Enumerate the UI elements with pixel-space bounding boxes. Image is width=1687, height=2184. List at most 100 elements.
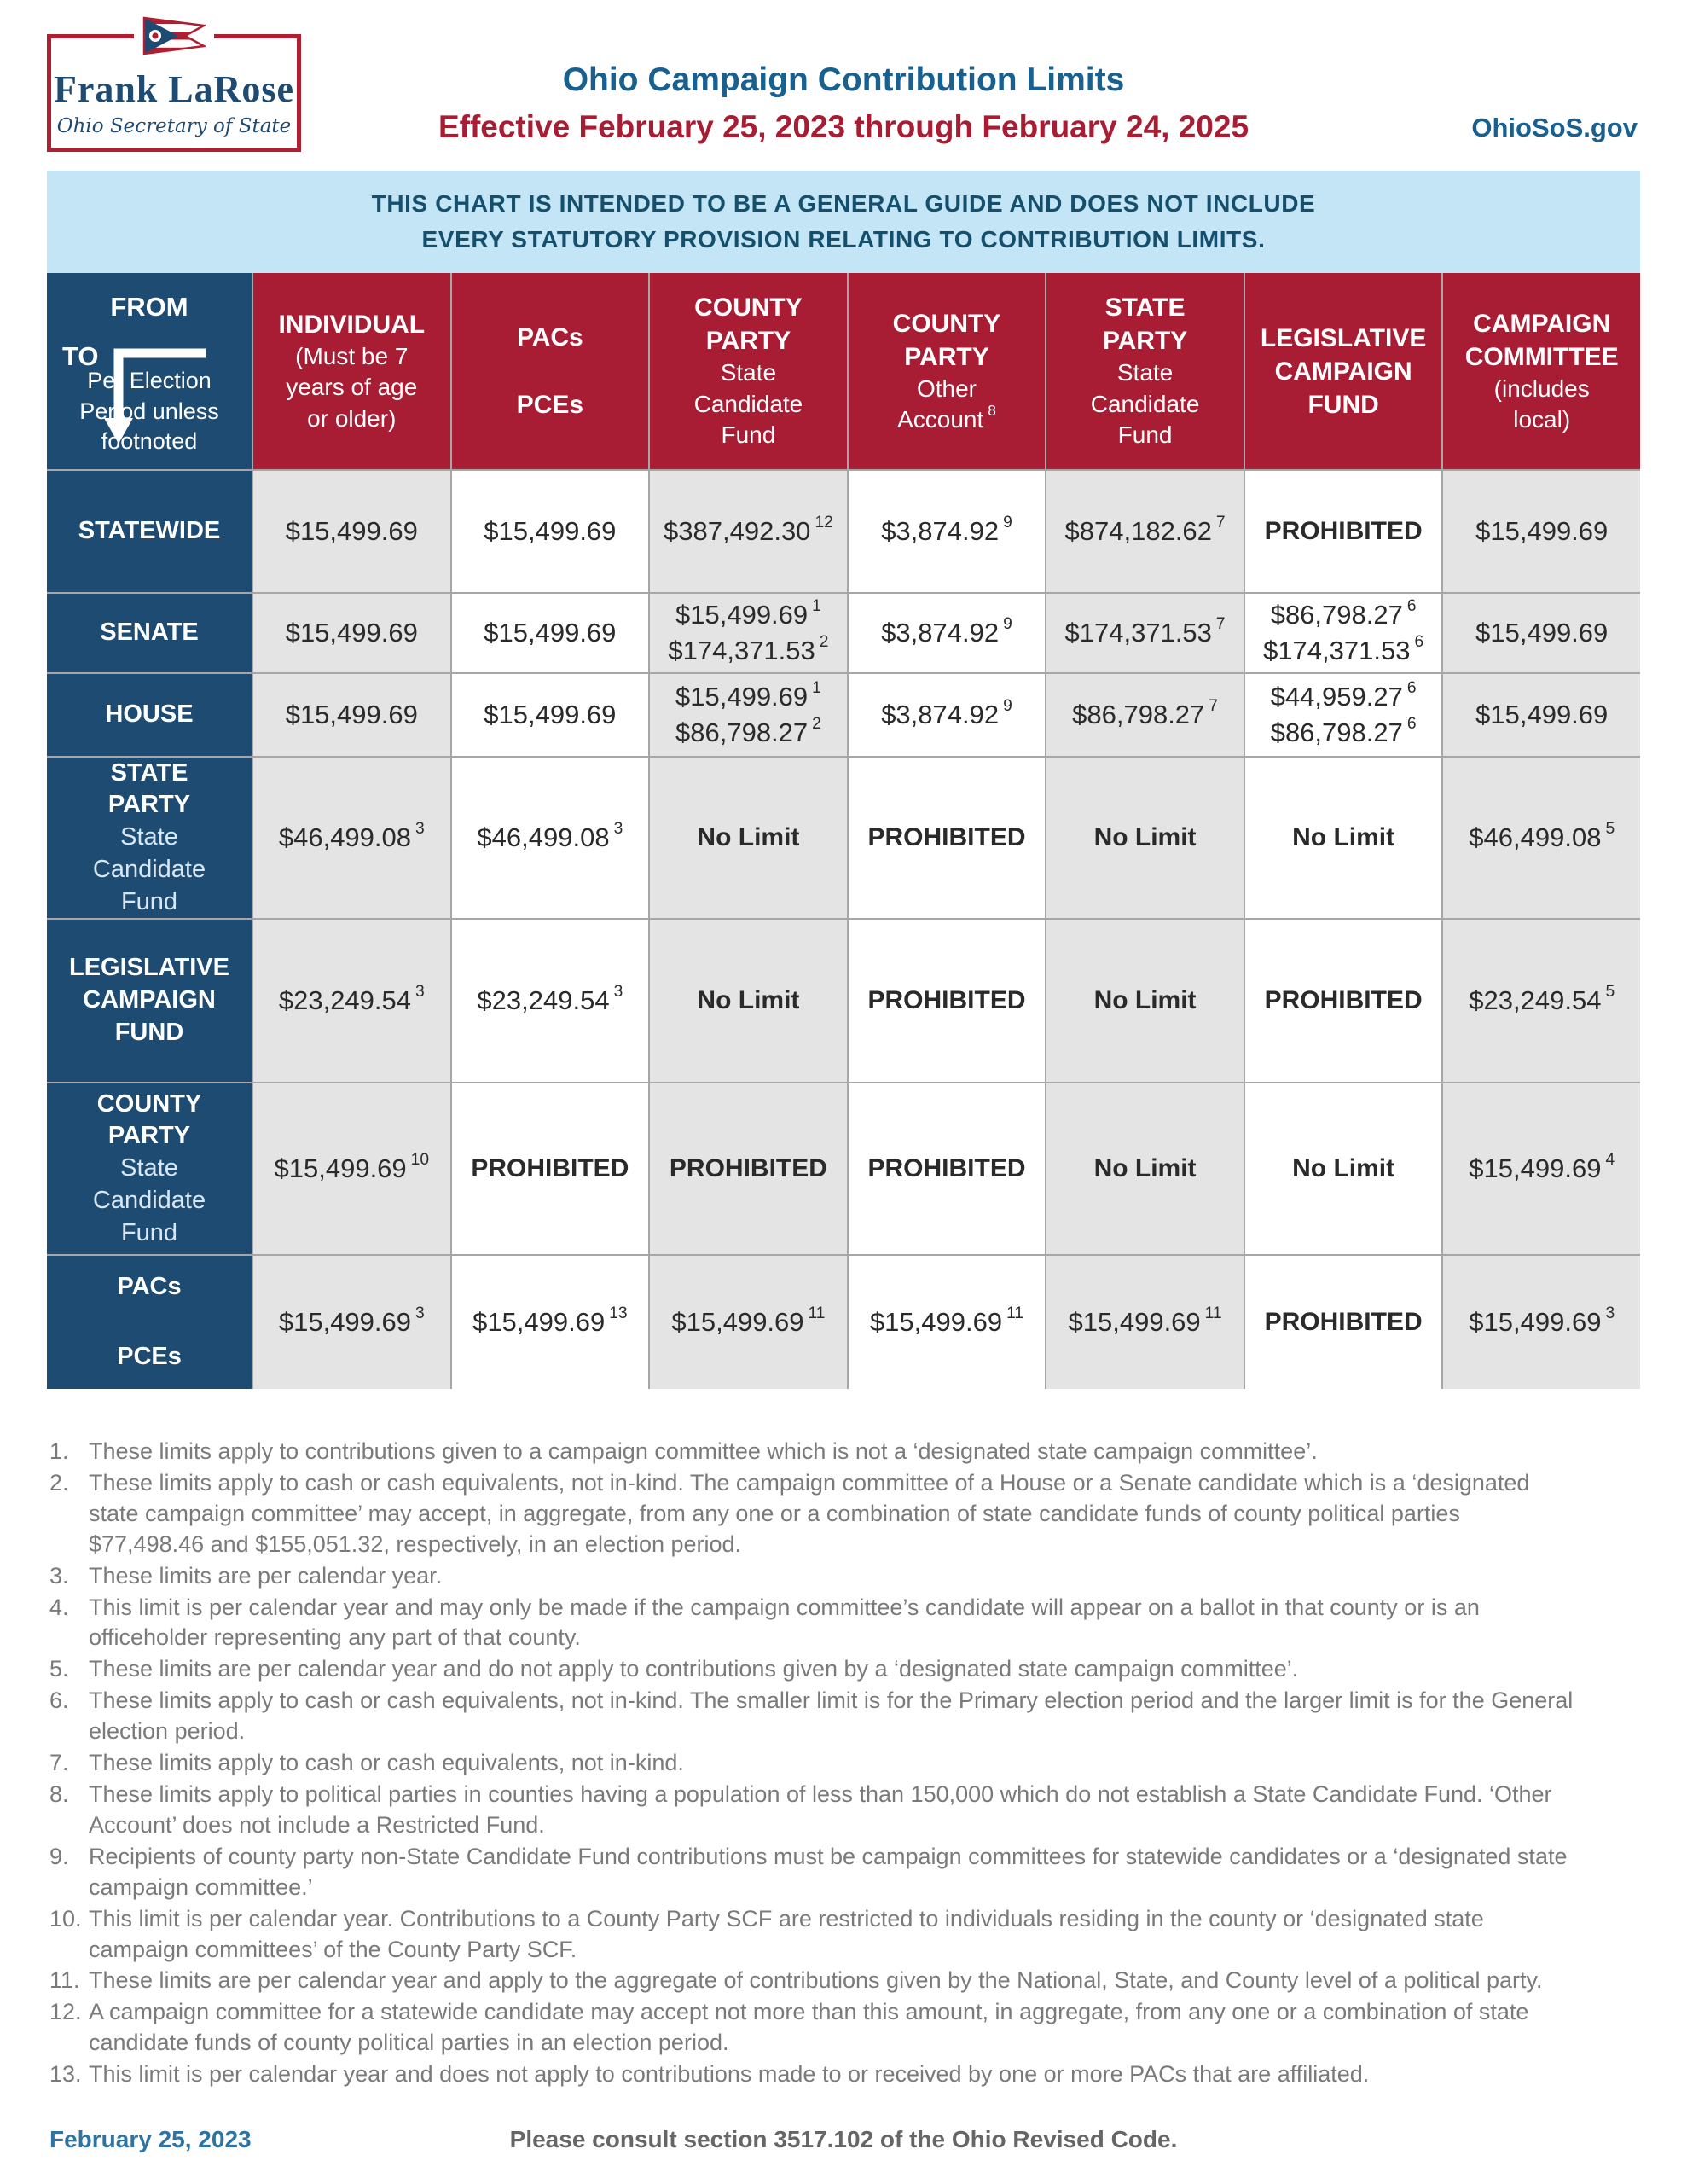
limit-value: No Limit bbox=[1292, 1153, 1395, 1182]
limit-value: $174,371.53 2 bbox=[668, 632, 829, 665]
text-line: years of age bbox=[286, 374, 418, 401]
limit-value: No Limit bbox=[1292, 822, 1395, 851]
limit-value: $46,499.08 3 bbox=[477, 819, 623, 853]
limit-value: $15,499.69 bbox=[285, 700, 418, 730]
limit-value: No Limit bbox=[1093, 822, 1197, 851]
cell-senate-campaign-committee: $15,499.69 bbox=[1443, 594, 1640, 672]
footnote-number: 3. bbox=[49, 1562, 69, 1589]
limit-value: PROHIBITED bbox=[1264, 985, 1423, 1014]
row-label-pacs-pces: PACs PCEs bbox=[47, 1256, 252, 1389]
cell-statewide-state-party-state-candidate-fund: $874,182.62 7 bbox=[1046, 471, 1244, 592]
footnote-number: 10. bbox=[49, 1905, 82, 1931]
text-line: INDIVIDUAL bbox=[278, 310, 426, 339]
cell-state-party-state-candidate-fund-campaign-committee: $46,499.08 5 bbox=[1443, 758, 1640, 918]
limit-value: $15,499.69 bbox=[285, 618, 418, 648]
cell-legislative-campaign-fund-campaign-committee: $23,249.54 5 bbox=[1443, 920, 1640, 1082]
limit-value: $15,499.69 bbox=[484, 618, 617, 648]
text-line: COUNTY bbox=[96, 1089, 202, 1118]
footnote-number: 1. bbox=[49, 1438, 69, 1464]
footnote-number: 4. bbox=[49, 1594, 69, 1620]
cell-pacs-pces-pacs-pces: $15,499.69 13 bbox=[451, 1256, 649, 1389]
cell-senate-county-party-other-account: $3,874.92 9 bbox=[848, 594, 1046, 672]
limit-value: $387,492.30 12 bbox=[664, 513, 833, 547]
limit-value: $86,798.27 2 bbox=[675, 714, 821, 747]
page-subtitle: Effective February 25, 2023 through Febr… bbox=[438, 109, 1249, 144]
footnote-text: This limit is per calendar year and does… bbox=[89, 2061, 1370, 2088]
footnote-text: These limits are per calendar year and a… bbox=[89, 1967, 1543, 1994]
footnote-number: 8. bbox=[49, 1780, 69, 1807]
cell-county-party-state-candidate-fund-individual: $15,499.69 10 bbox=[253, 1083, 450, 1254]
footnote-number: 7. bbox=[49, 1750, 69, 1776]
column-header-county-party-state-candidate-fund: COUNTY PARTY State Candidate Fund bbox=[650, 273, 847, 469]
notice-line-2: EVERY STATUTORY PROVISION RELATING TO CO… bbox=[421, 226, 1266, 253]
text-line: Candidate bbox=[92, 855, 206, 883]
footnote-text: These limits apply to cash or cash equiv… bbox=[89, 1469, 1530, 1557]
footnote-text: These limits apply to cash or cash equiv… bbox=[89, 1687, 1574, 1745]
text-line: PCEs bbox=[117, 1343, 182, 1370]
row-label-statewide: STATEWIDE bbox=[47, 471, 252, 592]
column-header-legislative-campaign-fund: LEGISLATIVE CAMPAIGN FUND bbox=[1244, 273, 1442, 469]
footnote-text: This limit is per calendar year. Contrib… bbox=[89, 1905, 1484, 1962]
text-line: FUND bbox=[1307, 390, 1379, 419]
footnote-3: 3. These limits are per calendar year. bbox=[49, 1561, 1576, 1592]
text-line: local) bbox=[1513, 406, 1571, 433]
text-line: Fund bbox=[721, 421, 776, 449]
row-label-senate: SENATE bbox=[47, 594, 252, 672]
cell-pacs-pces-campaign-committee: $15,499.69 3 bbox=[1443, 1256, 1640, 1389]
text-line: HOUSE bbox=[105, 700, 194, 729]
cell-house-individual: $15,499.69 bbox=[253, 674, 450, 756]
cell-statewide-pacs-pces: $15,499.69 bbox=[451, 471, 649, 592]
frank-larose-logo: Frank LaRose Ohio Secretary of State bbox=[47, 16, 301, 152]
text-line: PARTY bbox=[107, 1122, 191, 1150]
footnote-text: These limits apply to cash or cash equiv… bbox=[89, 1750, 684, 1776]
cell-legislative-campaign-fund-state-party-state-candidate-fund: No Limit bbox=[1046, 920, 1244, 1082]
limit-value: PROHIBITED bbox=[1264, 1307, 1423, 1336]
limit-value: $86,798.27 6 bbox=[1270, 596, 1417, 630]
cell-legislative-campaign-fund-county-party-state-candidate-fund: No Limit bbox=[650, 920, 847, 1082]
ohiosos-website-link[interactable]: OhioSoS.gov bbox=[1471, 113, 1638, 142]
limit-value: No Limit bbox=[697, 822, 800, 851]
limit-value: No Limit bbox=[1093, 1153, 1197, 1182]
limit-value: PROHIBITED bbox=[471, 1153, 629, 1182]
text-line: State bbox=[1116, 359, 1174, 386]
limit-value: PROHIBITED bbox=[669, 1153, 827, 1182]
footnote-4: 4. This limit is per calendar year and ma… bbox=[49, 1593, 1576, 1654]
footnote-5: 5. These limits are per calendar year and… bbox=[49, 1654, 1576, 1685]
limit-value: $15,499.69 bbox=[484, 700, 617, 730]
limit-value: $15,499.69 3 bbox=[278, 1304, 425, 1338]
cell-senate-individual: $15,499.69 bbox=[253, 594, 450, 672]
limit-value: $174,371.53 7 bbox=[1064, 614, 1226, 648]
limit-value: $86,798.27 6 bbox=[1270, 714, 1417, 747]
page-footer: February 25, 2023 Please consult section… bbox=[0, 2126, 1687, 2160]
cell-house-state-party-state-candidate-fund: $86,798.27 7 bbox=[1046, 674, 1244, 756]
footnote-text: These limits apply to political parties … bbox=[89, 1780, 1552, 1838]
row-label-house: HOUSE bbox=[47, 674, 252, 756]
limit-value: $3,874.92 9 bbox=[881, 614, 1012, 648]
limit-value: $874,182.62 7 bbox=[1064, 513, 1226, 547]
footnote-number: 6. bbox=[49, 1687, 69, 1714]
cell-statewide-individual: $15,499.69 bbox=[253, 471, 450, 592]
from-to-arrow-icon bbox=[100, 345, 211, 453]
footnote-text: A campaign committee for a statewide can… bbox=[89, 1999, 1529, 2056]
limit-value: $15,499.69 bbox=[1475, 700, 1609, 730]
limit-value: $15,499.69 bbox=[1475, 618, 1609, 648]
from-to-corner-header: FROM TO Per Election Period unless footn… bbox=[47, 273, 252, 469]
text-line: Fund bbox=[120, 887, 178, 915]
text-line: COUNTY bbox=[892, 309, 1001, 338]
limit-value: $15,499.69 bbox=[285, 516, 418, 547]
limit-value: $3,874.92 9 bbox=[881, 696, 1012, 730]
cell-state-party-state-candidate-fund-county-party-state-candidate-fund: No Limit bbox=[650, 758, 847, 918]
column-header-campaign-committee: CAMPAIGN COMMITTEE (includes local) bbox=[1443, 273, 1640, 469]
limit-value: PROHIBITED bbox=[867, 985, 1026, 1014]
cell-legislative-campaign-fund-county-party-other-account: PROHIBITED bbox=[848, 920, 1046, 1082]
text-line: Fund bbox=[1117, 421, 1173, 449]
cell-statewide-county-party-state-candidate-fund: $387,492.30 12 bbox=[650, 471, 847, 592]
text-line: CAMPAIGN bbox=[1473, 309, 1611, 338]
cell-statewide-legislative-campaign-fund: PROHIBITED bbox=[1244, 471, 1442, 592]
cell-state-party-state-candidate-fund-individual: $46,499.08 3 bbox=[253, 758, 450, 918]
text-line: PARTY bbox=[1102, 327, 1188, 356]
text-line: COMMITTEE bbox=[1464, 342, 1619, 371]
cell-county-party-state-candidate-fund-campaign-committee: $15,499.69 4 bbox=[1443, 1083, 1640, 1254]
cell-house-county-party-other-account: $3,874.92 9 bbox=[848, 674, 1046, 756]
cell-pacs-pces-county-party-state-candidate-fund: $15,499.69 11 bbox=[650, 1256, 847, 1389]
